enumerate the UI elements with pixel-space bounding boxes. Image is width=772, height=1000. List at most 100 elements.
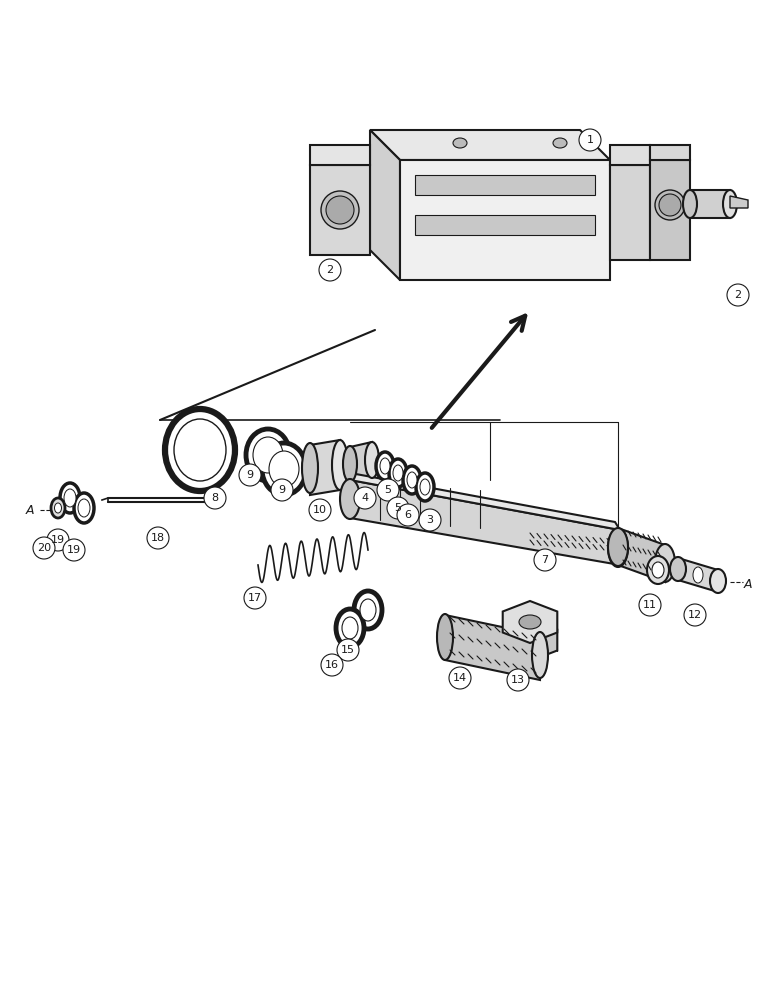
Polygon shape — [618, 528, 665, 582]
Text: 6: 6 — [405, 510, 411, 520]
Circle shape — [309, 499, 331, 521]
Ellipse shape — [655, 190, 685, 220]
Ellipse shape — [420, 479, 430, 495]
Polygon shape — [345, 472, 620, 530]
Text: 1: 1 — [587, 135, 594, 145]
Polygon shape — [310, 165, 370, 255]
Ellipse shape — [710, 569, 726, 593]
Text: 9: 9 — [279, 485, 286, 495]
Text: 5: 5 — [394, 503, 401, 513]
Text: 9: 9 — [246, 470, 253, 480]
Circle shape — [47, 529, 69, 551]
Ellipse shape — [608, 528, 628, 566]
Ellipse shape — [723, 190, 737, 218]
Ellipse shape — [659, 194, 681, 216]
Polygon shape — [400, 160, 610, 280]
Polygon shape — [310, 145, 370, 165]
Text: 18: 18 — [151, 533, 165, 543]
Text: 17: 17 — [248, 593, 262, 603]
Circle shape — [397, 504, 419, 526]
Ellipse shape — [74, 493, 94, 523]
Ellipse shape — [553, 138, 567, 148]
Circle shape — [387, 497, 409, 519]
Text: 19: 19 — [51, 535, 65, 545]
Text: 19: 19 — [67, 545, 81, 555]
Ellipse shape — [302, 443, 318, 493]
Polygon shape — [650, 145, 690, 160]
Circle shape — [684, 604, 706, 626]
Ellipse shape — [453, 138, 467, 148]
Text: 20: 20 — [37, 543, 51, 553]
Circle shape — [319, 259, 341, 281]
Ellipse shape — [670, 557, 686, 581]
Polygon shape — [503, 619, 557, 661]
Polygon shape — [350, 442, 372, 482]
Text: 2: 2 — [734, 290, 742, 300]
Circle shape — [354, 487, 376, 509]
Polygon shape — [370, 130, 400, 280]
Ellipse shape — [693, 567, 703, 583]
Text: 5: 5 — [384, 485, 391, 495]
Text: 8: 8 — [212, 493, 218, 503]
Circle shape — [321, 654, 343, 676]
Ellipse shape — [340, 479, 360, 519]
Polygon shape — [730, 196, 748, 208]
Ellipse shape — [78, 499, 90, 517]
Circle shape — [419, 509, 441, 531]
Ellipse shape — [683, 190, 697, 218]
Ellipse shape — [393, 465, 403, 481]
Circle shape — [204, 487, 226, 509]
Polygon shape — [690, 190, 730, 218]
Text: 7: 7 — [541, 555, 549, 565]
Ellipse shape — [403, 466, 421, 494]
Ellipse shape — [407, 472, 417, 488]
Polygon shape — [415, 175, 595, 195]
Ellipse shape — [360, 599, 376, 621]
Polygon shape — [610, 145, 650, 165]
Circle shape — [337, 639, 359, 661]
Ellipse shape — [532, 632, 548, 678]
Polygon shape — [415, 215, 595, 235]
Ellipse shape — [437, 614, 453, 660]
Circle shape — [579, 129, 601, 151]
Ellipse shape — [655, 544, 675, 582]
Ellipse shape — [376, 452, 394, 480]
Polygon shape — [445, 615, 540, 680]
Text: 10: 10 — [313, 505, 327, 515]
Ellipse shape — [416, 473, 434, 501]
Circle shape — [507, 669, 529, 691]
Ellipse shape — [647, 556, 669, 584]
Polygon shape — [678, 558, 718, 592]
Circle shape — [33, 537, 55, 559]
Polygon shape — [310, 440, 340, 495]
Text: 4: 4 — [361, 493, 368, 503]
Text: A: A — [25, 504, 34, 516]
Polygon shape — [610, 165, 650, 260]
Polygon shape — [503, 601, 557, 643]
Text: A: A — [743, 578, 752, 591]
Text: 2: 2 — [327, 265, 334, 275]
Ellipse shape — [365, 442, 379, 478]
Circle shape — [639, 594, 661, 616]
Ellipse shape — [652, 562, 664, 578]
Polygon shape — [650, 160, 690, 260]
Circle shape — [377, 479, 399, 501]
Ellipse shape — [174, 419, 226, 481]
Ellipse shape — [269, 451, 299, 487]
Ellipse shape — [389, 459, 407, 487]
Text: 13: 13 — [511, 675, 525, 685]
Circle shape — [147, 527, 169, 549]
Text: 3: 3 — [426, 515, 434, 525]
Circle shape — [727, 284, 749, 306]
Ellipse shape — [60, 483, 80, 513]
Circle shape — [239, 464, 261, 486]
Ellipse shape — [55, 503, 62, 513]
Ellipse shape — [326, 196, 354, 224]
Ellipse shape — [253, 437, 283, 473]
Ellipse shape — [354, 591, 382, 629]
Text: 11: 11 — [643, 600, 657, 610]
Circle shape — [244, 587, 266, 609]
Ellipse shape — [343, 446, 357, 482]
Text: 16: 16 — [325, 660, 339, 670]
Circle shape — [271, 479, 293, 501]
